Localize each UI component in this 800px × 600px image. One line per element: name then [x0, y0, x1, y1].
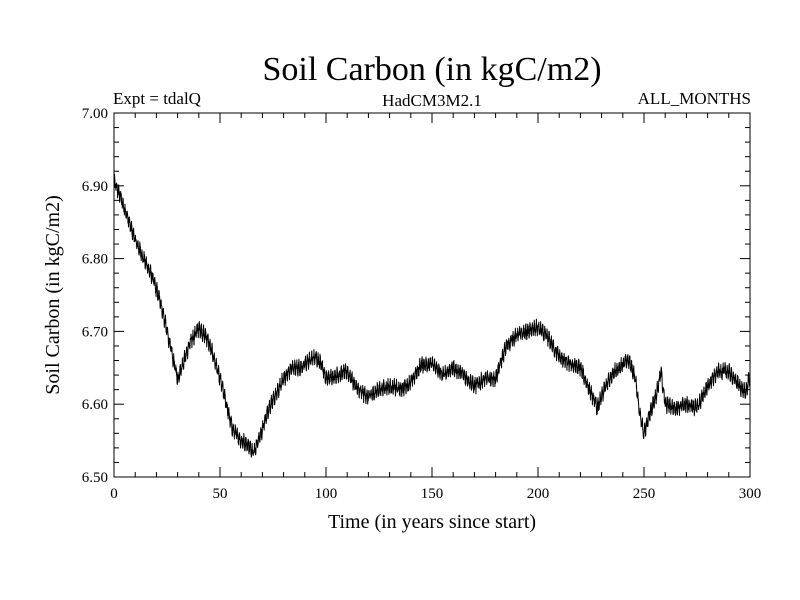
series-layer	[113, 173, 751, 458]
y-tick-labels: 6.50 6.60 6.70 6.80 6.90 7.00	[82, 106, 108, 486]
x-tick-label: 150	[421, 486, 444, 502]
x-tick-label: 100	[315, 486, 338, 502]
y-tick-label: 6.60	[82, 397, 108, 413]
months-label: ALL_MONTHS	[638, 89, 751, 108]
x-tick-label: 300	[739, 486, 762, 502]
y-axis-label: Soil Carbon (in kgC/m2)	[42, 195, 64, 394]
x-tick-labels: 0 50 100 150 200 250 300	[110, 486, 761, 502]
y-tick-label: 6.70	[82, 324, 108, 340]
model-label: HadCM3M2.1	[382, 91, 482, 110]
plot-frame	[113, 112, 751, 478]
series-line	[113, 173, 751, 458]
x-tick-label: 50	[213, 486, 228, 502]
y-tick-label: 7.00	[82, 106, 108, 122]
y-tick-label: 6.80	[82, 252, 108, 268]
x-tick-label: 0	[110, 486, 118, 502]
x-tick-label: 250	[633, 486, 656, 502]
experiment-label: Expt = tdalQ	[113, 89, 201, 108]
y-tick-label: 6.50	[82, 470, 108, 486]
chart-title: Soil Carbon (in kgC/m2)	[262, 51, 601, 88]
y-tick-label: 6.90	[82, 179, 108, 195]
x-tick-label: 200	[527, 486, 550, 502]
x-axis-label: Time (in years since start)	[328, 511, 536, 533]
axis-ticks	[113, 112, 751, 478]
